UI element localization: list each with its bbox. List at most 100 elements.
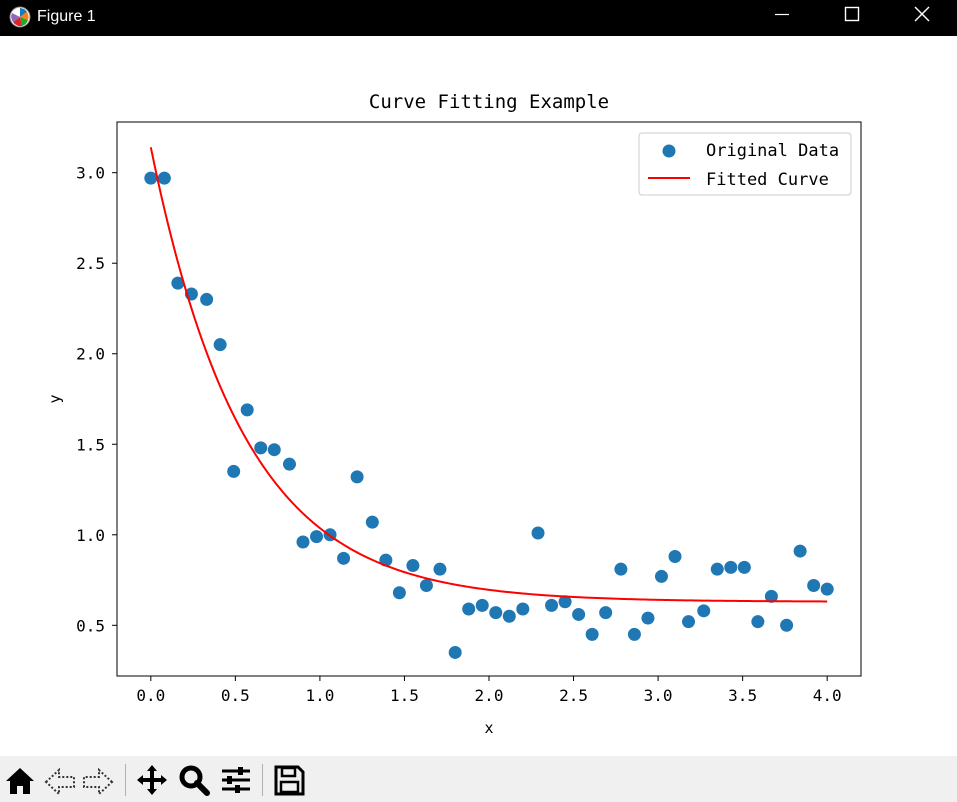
- scatter-point: [267, 443, 281, 457]
- scatter-point: [254, 441, 268, 455]
- forward-button[interactable]: [80, 762, 116, 798]
- scatter-point: [419, 578, 433, 592]
- scatter-point: [668, 550, 682, 564]
- legend-marker-original-data: [662, 144, 676, 158]
- scatter-point: [350, 470, 364, 484]
- x-tick-label: 0.5: [221, 686, 250, 705]
- figure-canvas[interactable]: Curve Fitting Example 0.0 0.5 1.0 1.5 2.0 2.5…: [0, 36, 957, 756]
- scatter-point: [475, 598, 489, 612]
- scatter-point: [572, 607, 586, 621]
- close-button[interactable]: [899, 0, 945, 30]
- y-axis-label: y: [46, 394, 64, 403]
- scatter-point: [310, 530, 324, 544]
- x-tick-label: 4.0: [813, 686, 842, 705]
- y-tick-label: 2.5: [76, 254, 105, 273]
- zoom-icon: [179, 765, 210, 796]
- x-tick-label: 3.5: [728, 686, 757, 705]
- move-icon: [137, 765, 167, 795]
- scatter-point: [433, 562, 447, 576]
- x-tick-label: 1.5: [390, 686, 419, 705]
- scatter-point: [793, 544, 807, 558]
- forward-arrow-icon: [83, 767, 114, 797]
- configure-subplots-button[interactable]: [218, 762, 254, 798]
- x-tick-label: 0.0: [136, 686, 165, 705]
- scatter-point: [682, 615, 696, 629]
- scatter-point: [737, 560, 751, 574]
- home-icon: [6, 768, 34, 794]
- y-tick-label: 2.0: [76, 345, 105, 364]
- scatter-point: [599, 606, 613, 620]
- back-arrow-icon: [44, 767, 75, 797]
- maximize-icon: [844, 6, 860, 22]
- save-button[interactable]: [271, 762, 307, 798]
- scatter-point: [807, 578, 821, 592]
- scatter-point: [764, 589, 778, 603]
- scatter-point: [614, 562, 628, 576]
- scatter-point: [502, 609, 516, 623]
- scatter-point: [641, 611, 655, 625]
- scatter-point: [282, 457, 296, 471]
- y-tick-label: 1.5: [76, 435, 105, 454]
- x-tick-label: 2.5: [559, 686, 588, 705]
- minimize-icon: [775, 13, 789, 16]
- scatter-point: [516, 602, 530, 616]
- scatter-point: [296, 535, 310, 549]
- scatter-point: [392, 586, 406, 600]
- y-tick-label: 3.0: [76, 164, 105, 183]
- legend: Original Data Fitted Curve: [638, 132, 852, 196]
- y-tick-label: 0.5: [76, 616, 105, 635]
- scatter-point: [751, 615, 765, 629]
- scatter-point: [462, 602, 476, 616]
- window-title: Figure 1: [37, 8, 96, 25]
- scatter-point: [585, 627, 599, 641]
- x-axis-label: x: [484, 719, 493, 737]
- maximize-button[interactable]: [829, 0, 875, 30]
- legend-label-fitted-curve: Fitted Curve: [706, 170, 829, 190]
- scatter-point: [337, 551, 351, 565]
- scatter-point: [157, 171, 171, 185]
- scatter-point: [710, 562, 724, 576]
- x-tick-label: 2.0: [475, 686, 504, 705]
- navigation-toolbar: [0, 756, 957, 802]
- scatter-point: [724, 560, 738, 574]
- back-button[interactable]: [42, 762, 78, 798]
- fitted-curve-line: [149, 147, 828, 603]
- scatter-point: [144, 171, 158, 185]
- toolbar-separator: [125, 764, 126, 796]
- scatter-point: [448, 645, 462, 659]
- x-tick-label: 1.0: [305, 686, 334, 705]
- minimize-button[interactable]: [759, 0, 805, 30]
- home-button[interactable]: [2, 762, 38, 798]
- scatter-point: [558, 595, 572, 609]
- scatter-point: [627, 627, 641, 641]
- legend-box: [638, 132, 852, 196]
- x-tick-label: 3.0: [644, 686, 673, 705]
- sliders-icon: [222, 767, 250, 793]
- plot-marks: [144, 147, 834, 659]
- y-axis: 0.5 1.0 1.5 2.0 2.5 3.0: [76, 164, 117, 635]
- zoom-button[interactable]: [176, 762, 212, 798]
- scatter-point: [654, 569, 668, 583]
- plot-svg: Curve Fitting Example 0.0 0.5 1.0 1.5 2.0 2.5…: [46, 91, 862, 737]
- legend-label-original-data: Original Data: [706, 141, 839, 161]
- matplotlib-logo-icon: [9, 6, 31, 28]
- scatter-point: [227, 464, 241, 478]
- scatter-point: [780, 618, 794, 632]
- scatter-point: [406, 559, 420, 573]
- y-tick-label: 1.0: [76, 526, 105, 545]
- pan-button[interactable]: [134, 762, 170, 798]
- scatter-point: [240, 403, 254, 417]
- scatter-point: [171, 276, 185, 290]
- chart-title: Curve Fitting Example: [369, 91, 609, 113]
- toolbar-separator: [262, 764, 263, 796]
- scatter-point: [365, 515, 379, 529]
- scatter-point: [697, 604, 711, 618]
- scatter-point: [545, 598, 559, 612]
- scatter-point: [489, 606, 503, 620]
- save-icon: [274, 765, 305, 796]
- scatter-point: [213, 338, 227, 352]
- scatter-point: [200, 292, 214, 306]
- window-titlebar: Figure 1: [0, 0, 957, 36]
- close-icon: [914, 6, 930, 22]
- axes-frame: [116, 121, 862, 677]
